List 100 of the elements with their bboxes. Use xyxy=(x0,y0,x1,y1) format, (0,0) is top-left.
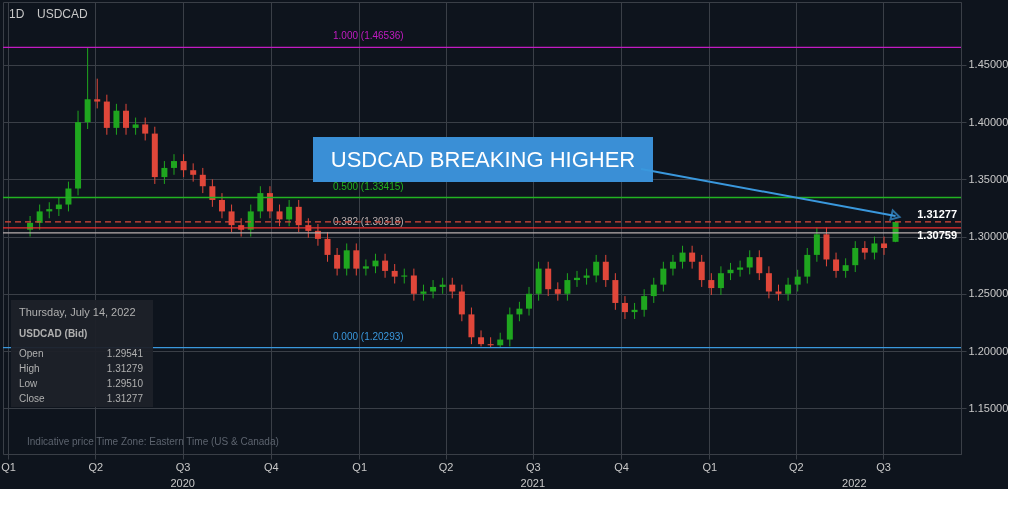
candlestick xyxy=(161,160,168,185)
y-tick-label: 1.15000 xyxy=(968,401,1009,414)
y-tick-label: 1.20000 xyxy=(968,344,1009,357)
candlestick xyxy=(669,254,676,276)
candlestick xyxy=(199,167,206,194)
annotation: Indicative price Time Zone: Eastern Time (US & Canada) xyxy=(27,436,279,447)
candlestick xyxy=(65,181,72,212)
candlestick xyxy=(737,260,744,278)
candlestick xyxy=(679,245,686,270)
candlestick xyxy=(449,277,456,299)
candlestick xyxy=(286,199,293,227)
candlestick xyxy=(84,47,91,130)
x-tick-label: Q3 xyxy=(876,460,891,473)
y-tick-label: 1.40000 xyxy=(968,115,1009,128)
candlestick xyxy=(756,249,763,281)
candlestick xyxy=(804,247,811,284)
chart-title: USDCAD xyxy=(37,7,89,21)
candlestick xyxy=(861,240,868,260)
candlestick xyxy=(545,261,552,297)
candlestick xyxy=(190,162,197,183)
y-tick-label: 1.30000 xyxy=(968,230,1009,243)
candlestick xyxy=(410,268,417,302)
candlestick xyxy=(660,261,667,293)
x-tick-label: Q1 xyxy=(352,460,368,473)
candlestick xyxy=(142,117,149,141)
y-tick-label: 1.25000 xyxy=(968,287,1009,300)
chart-subtitle: 1D xyxy=(9,7,25,21)
candlestick xyxy=(113,103,120,136)
candlestick xyxy=(650,277,657,304)
annotation: Low xyxy=(19,378,39,389)
x-tick-label: Q2 xyxy=(88,460,104,473)
candlestick xyxy=(362,258,369,276)
candlestick xyxy=(554,281,561,302)
ref-line-label: 0.000 (1.20293) xyxy=(333,330,404,342)
x-tick-label: Q1 xyxy=(702,460,718,473)
candlestick xyxy=(564,272,571,302)
annotation: 1.29541 xyxy=(106,348,144,359)
candlestick xyxy=(708,272,715,296)
annotation: Close xyxy=(19,393,45,404)
annotation: High xyxy=(19,363,40,374)
candlestick xyxy=(833,252,840,279)
candlestick xyxy=(765,265,772,299)
annotation: 1.31277 xyxy=(106,393,144,404)
annotation: Thursday, July 14, 2022 xyxy=(19,306,136,318)
ref-line-label: 1.31277 xyxy=(917,207,957,220)
candlestick xyxy=(468,307,475,345)
candlestick xyxy=(257,185,264,219)
candlestick xyxy=(842,257,849,279)
candlestick xyxy=(813,226,820,263)
candlestick xyxy=(602,254,609,288)
candlestick xyxy=(334,247,341,276)
candlestick xyxy=(353,242,360,276)
ref-line-label: 1.30759 xyxy=(917,228,957,241)
x-tick-label: Q4 xyxy=(614,460,629,473)
y-tick-label: 1.45000 xyxy=(968,58,1009,71)
candlestick xyxy=(123,103,130,136)
candlestick xyxy=(343,242,350,276)
x2-tick-label: 2022 xyxy=(842,477,867,489)
candlestick xyxy=(698,254,705,288)
candlestick xyxy=(526,286,533,317)
candlestick xyxy=(94,78,101,109)
candlestick xyxy=(871,236,878,260)
candlestick xyxy=(593,254,600,283)
candlestick xyxy=(218,192,225,219)
annotation: 1.29510 xyxy=(106,378,144,389)
annotation: Open xyxy=(19,348,44,359)
candlestick xyxy=(324,231,331,263)
annotation: USDCAD (Bid) xyxy=(19,328,88,339)
candlestick xyxy=(852,240,859,273)
annotation: USDCAD BREAKING HIGHER xyxy=(330,147,636,172)
candlestick xyxy=(612,272,619,311)
candlestick xyxy=(266,185,273,219)
x-tick-label: Q1 xyxy=(1,460,16,473)
candlestick xyxy=(430,279,437,299)
candlestick xyxy=(171,153,177,176)
candlestick xyxy=(36,204,43,231)
candlestick xyxy=(881,236,888,256)
candlestick xyxy=(717,265,724,296)
x-tick-label: Q2 xyxy=(438,460,454,473)
candlestick xyxy=(746,249,753,275)
candlestick xyxy=(641,288,648,318)
candlestick xyxy=(785,277,792,302)
y-tick-label: 1.35000 xyxy=(968,172,1009,185)
ref-line-label: 0.500 (1.33415) xyxy=(333,180,404,192)
x2-tick-label: 2020 xyxy=(170,477,195,489)
ref-line-label: 1.000 (1.46536) xyxy=(333,30,404,42)
x-tick-label: Q2 xyxy=(788,460,804,473)
candlestick xyxy=(478,329,485,347)
x-tick-label: Q4 xyxy=(264,460,279,473)
candlestick xyxy=(458,284,465,322)
x-tick-label: Q3 xyxy=(526,460,541,473)
candlestick xyxy=(794,269,801,293)
candlestick xyxy=(382,253,389,279)
candlestick xyxy=(689,245,696,270)
annotation: 1.31279 xyxy=(106,363,144,374)
candlestick xyxy=(621,295,628,320)
candlestick xyxy=(391,263,398,284)
candlestick xyxy=(180,153,187,178)
x-tick-label: Q3 xyxy=(175,460,191,473)
candlestick xyxy=(209,178,216,208)
